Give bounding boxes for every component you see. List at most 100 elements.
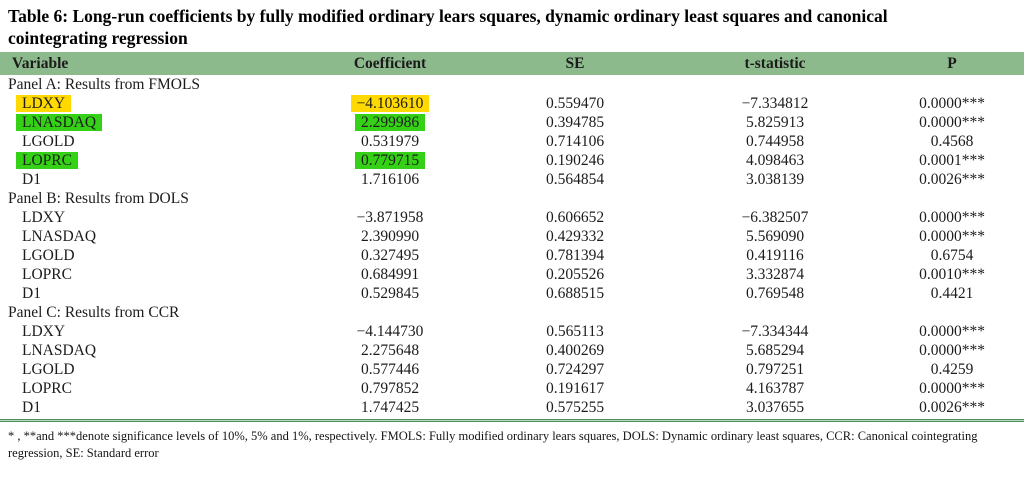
coefficient-value: 1.747425 — [360, 399, 420, 416]
t-statistic-value: 5.569090 — [745, 228, 805, 245]
variable-name: LNASDAQ — [16, 114, 103, 131]
se-value: 0.564854 — [545, 171, 605, 188]
t-statistic-value: 4.098463 — [745, 152, 805, 169]
p-value: 0.0000*** — [919, 209, 985, 226]
p-value: 0.0000*** — [919, 323, 985, 340]
table-row: D1 1.716106 0.564854 3.038139 0.0026*** — [0, 170, 1024, 189]
variable-name: D1 — [22, 171, 41, 188]
variable-name: LDXY — [16, 95, 72, 112]
coefficient-value: 0.577446 — [360, 361, 420, 378]
coefficient-value: 0.529845 — [360, 285, 420, 302]
table-row: LGOLD 0.577446 0.724297 0.797251 0.4259 — [0, 360, 1024, 379]
se-value: 0.400269 — [545, 342, 605, 359]
column-header-variable: Variable — [0, 52, 300, 75]
t-statistic-value: 0.744958 — [745, 133, 805, 150]
table-row: LOPRC 0.797852 0.191617 4.163787 0.0000*… — [0, 379, 1024, 398]
coefficient-value: 2.299986 — [354, 114, 426, 131]
t-statistic-value: 0.419116 — [746, 247, 804, 264]
table-row: D1 1.747425 0.575255 3.037655 0.0026*** — [0, 398, 1024, 417]
p-value: 0.0000*** — [919, 114, 985, 131]
se-value: 0.190246 — [545, 152, 605, 169]
column-header-coefficient: Coefficient — [300, 52, 480, 75]
table-footnote: * , **and ***denote significance levels … — [8, 429, 978, 460]
header-row: Variable Coefficient SE t-statistic P — [0, 52, 1024, 75]
panel-label: Panel B: Results from DOLS — [8, 190, 189, 207]
t-statistic-value: 0.797251 — [745, 361, 805, 378]
coefficient-value: 0.797852 — [360, 380, 420, 397]
variable-name: LGOLD — [22, 247, 75, 264]
coefficient-value: −3.871958 — [356, 209, 424, 226]
results-table: Variable Coefficient SE t-statistic P Pa… — [0, 52, 1024, 417]
table-row: LNASDAQ 2.275648 0.400269 5.685294 0.000… — [0, 341, 1024, 360]
column-header-se: SE — [480, 52, 670, 75]
p-value: 0.0001*** — [919, 152, 985, 169]
variable-name: LNASDAQ — [22, 342, 97, 359]
se-value: 0.191617 — [545, 380, 605, 397]
p-value: 0.0000*** — [919, 228, 985, 245]
variable-name: LNASDAQ — [22, 228, 97, 245]
se-value: 0.429332 — [545, 228, 605, 245]
t-statistic-value: −7.334344 — [741, 323, 809, 340]
table-row: LDXY −3.871958 0.606652 −6.382507 0.0000… — [0, 208, 1024, 227]
coefficient-value: 0.779715 — [354, 152, 426, 169]
t-statistic-value: 4.163787 — [745, 380, 805, 397]
variable-name: LDXY — [22, 323, 66, 340]
coefficient-value: 2.275648 — [360, 342, 420, 359]
p-value: 0.4259 — [930, 361, 974, 378]
coefficient-value: −4.144730 — [356, 323, 424, 340]
p-value: 0.6754 — [930, 247, 974, 264]
se-value: 0.724297 — [545, 361, 605, 378]
t-statistic-value: 3.037655 — [745, 399, 805, 416]
variable-name: D1 — [22, 285, 41, 302]
table-row: LGOLD 0.327495 0.781394 0.419116 0.6754 — [0, 246, 1024, 265]
t-statistic-value: −7.334812 — [741, 95, 809, 112]
panel-label: Panel A: Results from FMOLS — [8, 76, 201, 93]
variable-name: LGOLD — [22, 361, 75, 378]
p-value: 0.0026*** — [919, 171, 985, 188]
se-value: 0.394785 — [545, 114, 605, 131]
se-value: 0.781394 — [545, 247, 605, 264]
coefficient-value: 0.327495 — [360, 247, 420, 264]
se-value: 0.205526 — [545, 266, 605, 283]
variable-name: LOPRC — [22, 380, 72, 397]
t-statistic-value: 0.769548 — [745, 285, 805, 302]
coefficient-value: 1.716106 — [360, 171, 420, 188]
table-row: LNASDAQ 2.390990 0.429332 5.569090 0.000… — [0, 227, 1024, 246]
variable-name: LOPRC — [22, 266, 72, 283]
se-value: 0.559470 — [545, 95, 605, 112]
se-value: 0.565113 — [546, 323, 604, 340]
t-statistic-value: 5.685294 — [745, 342, 805, 359]
coefficient-value: 2.390990 — [360, 228, 420, 245]
panel-label: Panel C: Results from CCR — [8, 304, 180, 321]
p-value: 0.0026*** — [919, 399, 985, 416]
panel-b-label-row: Panel B: Results from DOLS — [0, 189, 1024, 208]
coefficient-value: 0.684991 — [360, 266, 420, 283]
table-row: LDXY −4.144730 0.565113 −7.334344 0.0000… — [0, 322, 1024, 341]
column-header-p: P — [880, 52, 1024, 75]
coefficient-value: 0.531979 — [360, 133, 420, 150]
se-value: 0.575255 — [545, 399, 605, 416]
t-statistic-value: 5.825913 — [745, 114, 805, 131]
p-value: 0.0000*** — [919, 342, 985, 359]
table-row: LOPRC 0.779715 0.190246 4.098463 0.0001*… — [0, 151, 1024, 170]
table-row: LDXY −4.103610 0.559470 −7.334812 0.0000… — [0, 94, 1024, 113]
t-statistic-value: −6.382507 — [741, 209, 809, 226]
panel-c-label-row: Panel C: Results from CCR — [0, 303, 1024, 322]
t-statistic-value: 3.038139 — [745, 171, 805, 188]
se-value: 0.606652 — [545, 209, 605, 226]
variable-name: LGOLD — [22, 133, 75, 150]
panel-a-label-row: Panel A: Results from FMOLS — [0, 75, 1024, 94]
t-statistic-value: 3.332874 — [745, 266, 805, 283]
table-bottom-rule — [0, 419, 1024, 422]
table-row: LOPRC 0.684991 0.205526 3.332874 0.0010*… — [0, 265, 1024, 284]
se-value: 0.688515 — [545, 285, 605, 302]
variable-name: LDXY — [22, 209, 66, 226]
p-value: 0.0000*** — [919, 95, 985, 112]
p-value: 0.0010*** — [919, 266, 985, 283]
p-value: 0.4421 — [930, 285, 974, 302]
table-row: LNASDAQ 2.299986 0.394785 5.825913 0.000… — [0, 113, 1024, 132]
table-row: D1 0.529845 0.688515 0.769548 0.4421 — [0, 284, 1024, 303]
table-row: LGOLD 0.531979 0.714106 0.744958 0.4568 — [0, 132, 1024, 151]
column-header-t-statistic: t-statistic — [670, 52, 880, 75]
p-value: 0.4568 — [930, 133, 974, 150]
